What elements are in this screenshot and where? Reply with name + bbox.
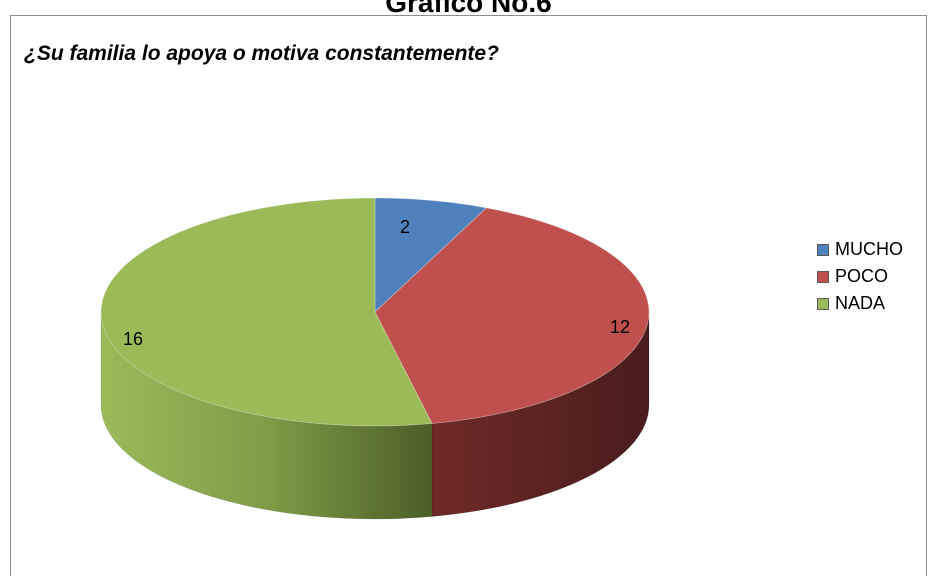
pie-side-nada <box>100 311 433 520</box>
legend-swatch-mucho <box>817 243 829 256</box>
pie-slice-poco <box>374 207 650 424</box>
legend-swatch-poco <box>817 270 829 283</box>
legend-item-poco: POCO <box>817 263 903 290</box>
pie-slice-mucho <box>374 197 488 313</box>
pie-slices <box>100 197 650 427</box>
legend-item-nada: NADA <box>817 290 903 317</box>
legend: MUCHO POCO NADA <box>817 236 903 317</box>
legend-swatch-nada <box>817 297 829 310</box>
legend-label: NADA <box>835 293 886 313</box>
data-label-nada: 16 <box>123 329 143 349</box>
page-title: Grafico No.6 <box>385 0 552 18</box>
legend-label: POCO <box>835 266 889 286</box>
pie-slice-nada <box>100 197 433 427</box>
data-label-poco: 12 <box>610 317 630 337</box>
data-label-mucho: 2 <box>400 217 410 237</box>
chart-title: ¿Su familia lo apoya o motiva constantem… <box>24 42 499 65</box>
legend-item-mucho: MUCHO <box>817 236 903 263</box>
pie-data-labels: 2 12 16 <box>123 217 630 349</box>
legend-label: MUCHO <box>835 239 903 259</box>
